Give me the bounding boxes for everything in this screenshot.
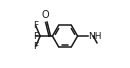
Text: F: F (33, 42, 38, 51)
Text: O: O (42, 10, 49, 20)
Text: NH: NH (88, 32, 102, 41)
Text: F: F (33, 32, 38, 41)
Text: F: F (33, 21, 38, 30)
